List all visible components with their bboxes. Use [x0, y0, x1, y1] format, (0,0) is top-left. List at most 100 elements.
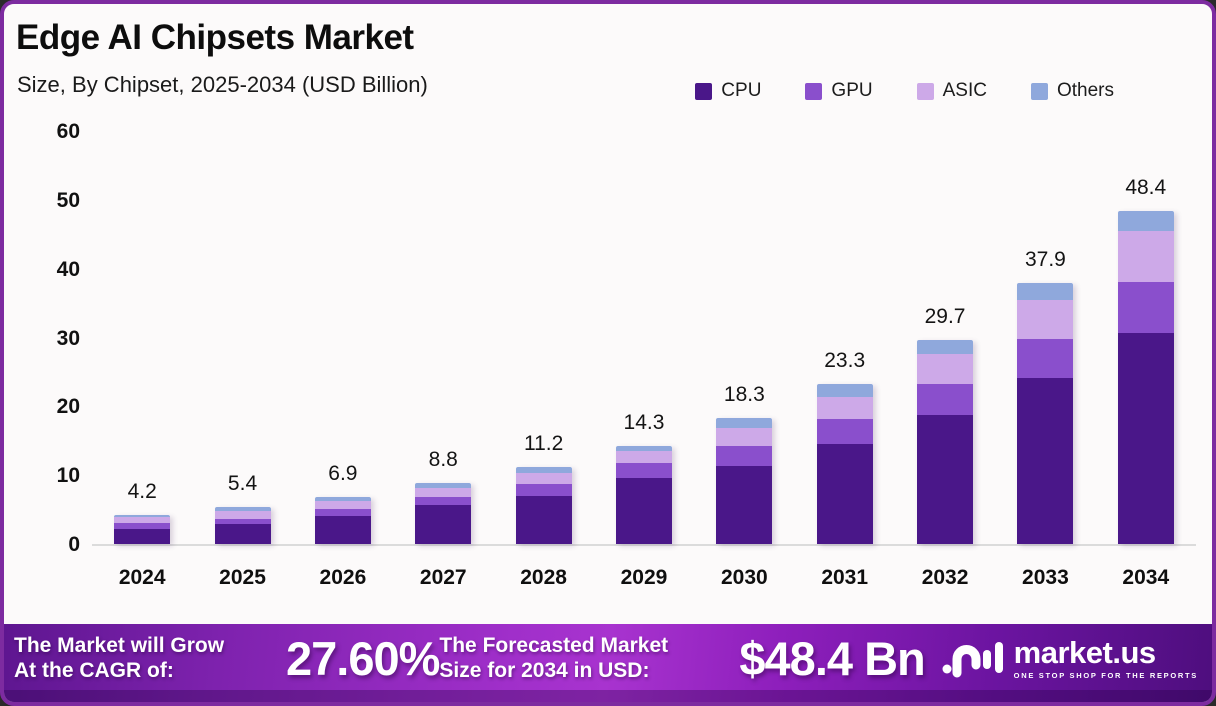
- bar-group-2025: 5.4 2025: [192, 133, 292, 589]
- stacked-bar-2034: [1117, 210, 1174, 544]
- bar-segment-asic: [214, 510, 271, 519]
- stacked-bar-2028: [515, 466, 572, 544]
- bar-segment-cpu: [114, 528, 171, 544]
- stacked-bar-2027: [415, 483, 472, 544]
- bar-segment-gpu: [1017, 338, 1074, 379]
- x-axis-label: 2028: [520, 566, 567, 589]
- chart-legend: CPU GPU ASIC Others: [695, 80, 1114, 102]
- x-axis-label: 2026: [319, 566, 367, 589]
- legend-item-cpu[interactable]: CPU: [695, 80, 761, 102]
- bar-segment-cpu: [1117, 333, 1174, 544]
- legend-swatch-cpu: [695, 82, 713, 100]
- y-tick-label: 30: [56, 326, 80, 350]
- bar-total-label: 29.7: [924, 304, 966, 328]
- x-axis-label: 2034: [1122, 566, 1170, 589]
- plot-area: 4.2 2024 5.4 2025 6.9 2026 8.8 2027 11.2 2028 14.3…: [92, 133, 1196, 589]
- bar-segment-cpu: [615, 477, 672, 544]
- y-tick-label: 20: [56, 395, 80, 419]
- bar-segment-others: [314, 496, 371, 501]
- bar-segment-gpu: [716, 446, 773, 466]
- bar-segment-asic: [615, 451, 672, 464]
- bar-segment-others: [515, 466, 572, 474]
- bar-segment-asic: [114, 517, 171, 524]
- x-axis-label: 2024: [118, 566, 166, 589]
- legend-swatch-asic: [916, 82, 934, 100]
- x-axis-label: 2033: [1022, 566, 1069, 589]
- x-axis-label: 2025: [219, 566, 266, 589]
- bar-segment-asic: [716, 427, 773, 447]
- y-tick-label: 60: [56, 120, 80, 143]
- bar-segment-cpu: [1017, 378, 1074, 544]
- bar-group-2033: 37.9 2033: [995, 133, 1095, 589]
- bar-segment-others: [816, 383, 873, 398]
- y-tick-label: 10: [56, 464, 80, 488]
- bar-total-label: 37.9: [1024, 248, 1066, 272]
- bar-segment-asic: [1017, 299, 1074, 339]
- legend-label: CPU: [721, 80, 762, 101]
- bar-total-label: 48.4: [1125, 175, 1167, 199]
- footer-banner: The Market will Grow At the CAGR of: 27.…: [4, 624, 1212, 702]
- bar-group-2032: 29.7 2032: [895, 133, 995, 589]
- bar-segment-gpu: [917, 384, 974, 416]
- bar-total-label: 14.3: [623, 410, 665, 434]
- x-axis-label: 2030: [720, 566, 768, 589]
- bar-segment-cpu: [917, 415, 974, 544]
- bar-group-2026: 6.9 2026: [293, 133, 393, 589]
- bar-segment-asic: [515, 473, 572, 485]
- bar-segment-others: [615, 445, 672, 452]
- bar-segment-cpu: [214, 524, 271, 544]
- marketus-logo-icon: [942, 634, 1004, 683]
- x-axis-label: 2032: [921, 566, 969, 589]
- y-axis: 0 10 20 30 40 50 60: [4, 4, 80, 702]
- y-tick-label: 0: [68, 533, 80, 556]
- y-tick-label: 40: [56, 257, 80, 281]
- bar-segment-gpu: [214, 518, 271, 525]
- marketus-logo[interactable]: market.us ONE STOP SHOP FOR THE REPORTS: [942, 634, 1198, 683]
- legend-item-gpu[interactable]: GPU: [805, 80, 873, 102]
- bar-group-2031: 23.3 2031: [795, 133, 895, 589]
- bar-segment-asic: [816, 397, 873, 420]
- stacked-bar-2025: [214, 506, 271, 544]
- stacked-bar-2029: [615, 445, 672, 544]
- forecast-label: The Forecasted Market Size for 2034 in U…: [439, 633, 669, 682]
- bar-total-label: 6.9: [328, 461, 358, 485]
- bar-total-label: 11.2: [523, 431, 564, 455]
- stacked-bar-2026: [314, 496, 371, 544]
- bar-total-label: 4.2: [127, 480, 157, 504]
- bar-segment-cpu: [415, 505, 472, 544]
- bar-total-label: 8.8: [428, 448, 458, 472]
- y-tick-label: 50: [56, 188, 80, 212]
- legend-swatch-gpu: [805, 82, 823, 100]
- legend-label: ASIC: [942, 80, 987, 101]
- bar-total-label: 23.3: [824, 348, 866, 372]
- stacked-bar-2030: [716, 418, 773, 544]
- legend-label: Others: [1056, 80, 1114, 101]
- bar-segment-others: [917, 339, 974, 355]
- bar-segment-cpu: [515, 495, 572, 544]
- stacked-bar-2031: [816, 383, 873, 544]
- bar-group-2034: 48.4 2034: [1096, 133, 1196, 589]
- brand-name: market.us: [1013, 634, 1156, 670]
- x-axis-label: 2029: [620, 566, 668, 589]
- bar-segment-others: [415, 483, 472, 489]
- cagr-label: The Market will Grow At the CAGR of:: [14, 633, 225, 682]
- bar-segment-gpu: [314, 508, 371, 516]
- legend-item-others[interactable]: Others: [1030, 80, 1114, 102]
- stacked-bar-2024: [114, 515, 171, 544]
- bar-segment-cpu: [314, 515, 371, 544]
- x-axis-label: 2031: [821, 566, 869, 589]
- bar-segment-gpu: [1117, 282, 1174, 334]
- x-axis-label: 2027: [419, 566, 467, 589]
- bar-group-2027: 8.8 2027: [393, 133, 493, 589]
- bar-segment-asic: [1117, 230, 1174, 283]
- legend-item-asic[interactable]: ASIC: [916, 80, 987, 102]
- bar-segment-cpu: [816, 444, 873, 544]
- bar-segment-cpu: [716, 465, 773, 544]
- bar-segment-asic: [917, 354, 974, 385]
- stacked-bar-2032: [917, 339, 974, 544]
- bar-total-label: 5.4: [227, 471, 258, 495]
- bar-segment-others: [716, 418, 773, 428]
- bar-segment-others: [1017, 283, 1074, 300]
- bar-total-label: 18.3: [723, 383, 765, 407]
